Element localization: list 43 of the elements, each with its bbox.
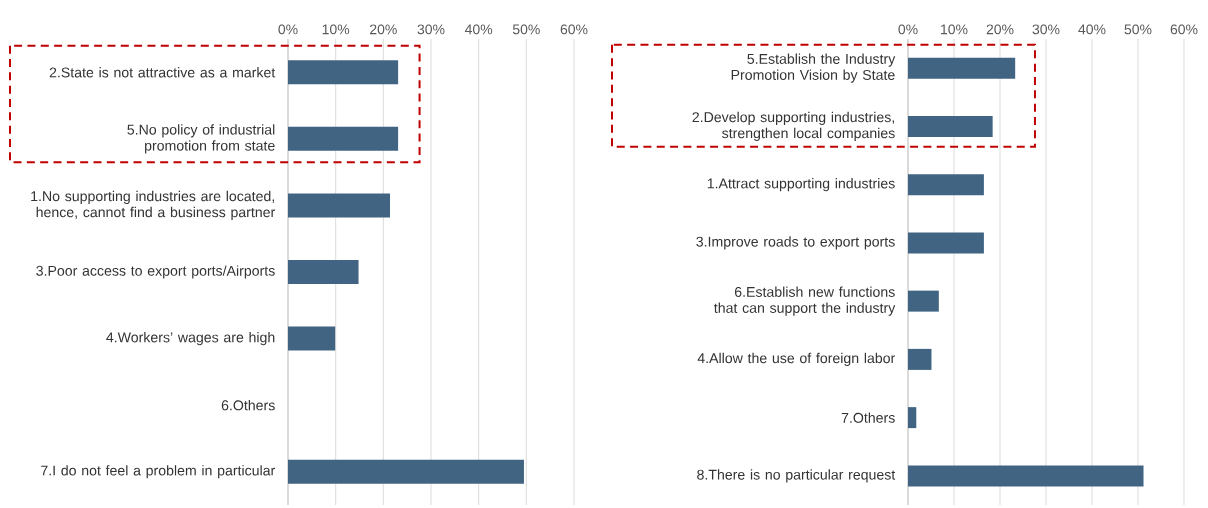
- y-tick-label: 4.Workers’ wages are high: [106, 331, 275, 346]
- y-tick-label: 7.I do not feel a problem in particular: [41, 465, 276, 479]
- bar: [908, 407, 917, 429]
- y-tick-label: 2.State is not attractive as a market: [49, 67, 276, 78]
- y-tick-label: 1.No supporting industries are located, hence, cannot find a business partner: [31, 190, 276, 221]
- y-tick-label: 1.Attract supporting industries: [707, 178, 895, 192]
- y-tick-label: 4.Allow the use of foreign labor: [697, 352, 896, 366]
- x-tick-label: 30%: [1032, 24, 1060, 35]
- x-tick-label: 40%: [464, 24, 493, 35]
- y-tick-label: 6.Establish new functions that can support the industry: [714, 286, 896, 316]
- bar: [288, 126, 399, 151]
- bar: [288, 193, 391, 218]
- bar: [908, 115, 993, 137]
- y-tick-label: 6.Others: [221, 399, 275, 411]
- y-tick-label: 5.Establish the Industry Promotion Vision by State: [731, 53, 896, 83]
- bar: [908, 57, 1016, 79]
- x-tick-label: 60%: [1170, 24, 1198, 35]
- bar: [908, 232, 984, 254]
- x-tick-label: 50%: [512, 24, 540, 35]
- bar: [908, 465, 1144, 487]
- bar: [288, 459, 524, 484]
- bar: [908, 290, 939, 312]
- y-tick-label: 8.There is no particular request: [697, 469, 896, 483]
- y-tick-label: 3.Poor access to export ports/Airports: [36, 265, 275, 279]
- x-tick-label: 40%: [1078, 24, 1106, 35]
- x-tick-label: 20%: [986, 24, 1014, 35]
- bar: [288, 326, 336, 351]
- x-tick-label: 60%: [560, 24, 588, 35]
- x-tick-label: 10%: [941, 24, 968, 35]
- y-tick-label: 2.Develop supporting industries, strengthen local companies: [692, 111, 895, 141]
- x-tick-label: 0%: [898, 24, 918, 35]
- y-tick-label: 3.Improve roads to export ports: [696, 236, 895, 250]
- x-tick-label: 20%: [370, 24, 397, 35]
- bar: [288, 260, 359, 285]
- bar: [908, 174, 984, 196]
- y-tick-label: 5.No policy of industrial promotion from state: [127, 124, 275, 154]
- bar: [288, 60, 399, 85]
- x-tick-label: 50%: [1124, 24, 1152, 35]
- x-tick-label: 0%: [278, 24, 298, 35]
- bar: [908, 348, 932, 370]
- x-tick-label: 30%: [417, 24, 445, 35]
- y-tick-label: 7.Others: [841, 412, 895, 423]
- x-tick-label: 10%: [322, 24, 350, 35]
